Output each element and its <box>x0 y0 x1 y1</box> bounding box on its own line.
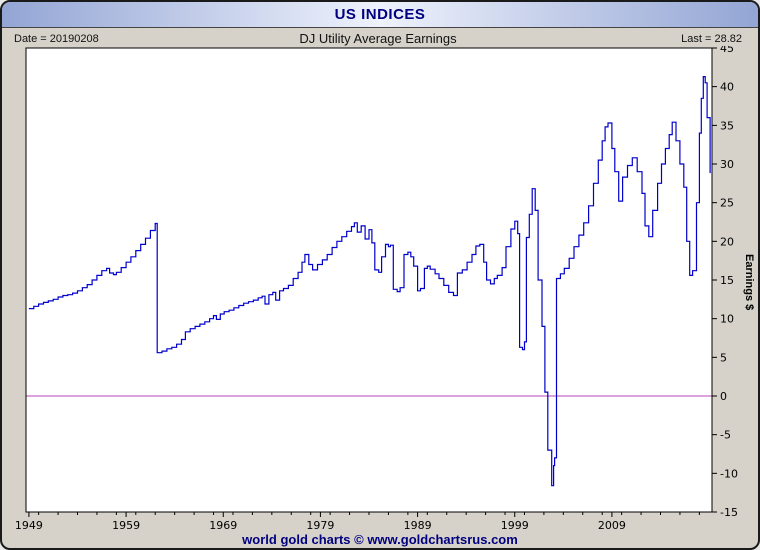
y-tick-label: 10 <box>720 313 734 326</box>
credit-text: world gold charts © www.goldchartsrus.co… <box>242 531 518 547</box>
y-tick-label: 35 <box>720 119 734 132</box>
y-tick-label: 40 <box>720 81 734 94</box>
y-tick-label: 5 <box>720 351 727 364</box>
y-tick-label: 30 <box>720 158 734 171</box>
last-value-label: Last = 28.82 <box>681 32 742 45</box>
y-axis-title: Earnings $ <box>743 253 755 311</box>
x-tick-label: 1999 <box>501 519 529 532</box>
y-tick-label: 0 <box>720 390 727 403</box>
x-tick-label: 1959 <box>112 519 140 532</box>
y-tick-label: -15 <box>720 506 738 519</box>
earnings-series-line <box>28 76 711 487</box>
x-tick-label: 1989 <box>404 519 432 532</box>
y-tick-label: 25 <box>720 197 734 210</box>
y-tick-label: -10 <box>720 467 738 480</box>
y-tick-label: 45 <box>720 46 734 55</box>
y-tick-label: 15 <box>720 274 734 287</box>
x-tick-label: 2009 <box>598 519 626 532</box>
x-tick-label: 1949 <box>15 519 43 532</box>
footer: world gold charts © www.goldchartsrus.co… <box>2 528 758 548</box>
earnings-line-chart: -15 -10 -5 0 5 10 15 20 25 30 35 40 45 1949 1959 1969 19… <box>15 46 738 532</box>
page-title: US INDICES <box>334 6 426 23</box>
chart-title: DJ Utility Average Earnings <box>299 31 457 46</box>
chart-subheader: Date = 20190208 DJ Utility Average Earni… <box>14 31 742 46</box>
x-tick-label: 1979 <box>306 519 334 532</box>
x-tick-label: 1969 <box>209 519 237 532</box>
plot-border <box>25 47 713 513</box>
title-bar: US INDICES <box>2 2 758 28</box>
y-tick-label: 20 <box>720 235 734 248</box>
date-label: Date = 20190208 <box>14 32 99 45</box>
y-tick-label: -5 <box>720 429 731 442</box>
plot-area <box>26 48 712 512</box>
